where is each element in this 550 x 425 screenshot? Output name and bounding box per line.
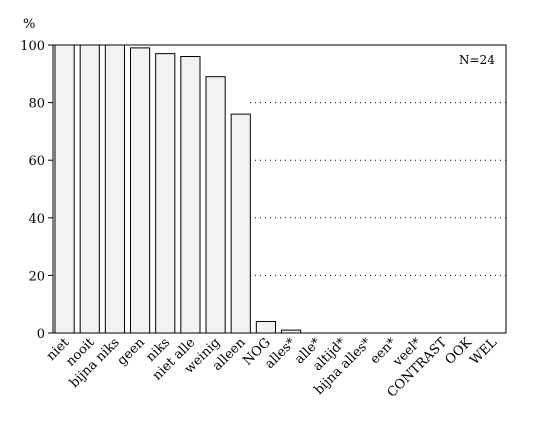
bar-3 bbox=[130, 47, 151, 334]
y-tick-label-100: 100 bbox=[20, 39, 45, 54]
plot-frame bbox=[52, 44, 507, 334]
y-tick-label-0: 0 bbox=[37, 327, 45, 342]
bar-4 bbox=[155, 53, 176, 334]
bar-5 bbox=[180, 56, 201, 334]
y-tick-label-40: 40 bbox=[28, 212, 45, 227]
bar-6 bbox=[205, 76, 226, 334]
bar-7 bbox=[230, 113, 251, 334]
bar-0 bbox=[54, 44, 75, 334]
bar-1 bbox=[79, 44, 100, 334]
y-tick-label-20: 20 bbox=[28, 269, 45, 284]
bar-2 bbox=[104, 44, 126, 334]
sample-size-annotation: N=24 bbox=[459, 53, 495, 67]
y-tick-label-80: 80 bbox=[28, 97, 45, 112]
y-axis-ticks bbox=[48, 44, 53, 334]
category-label-16: OOK bbox=[443, 335, 476, 368]
y-axis-tick-labels: 0 20 40 60 80 100 bbox=[20, 39, 45, 342]
category-label-3: geen bbox=[115, 335, 149, 369]
category-label-17: WEL bbox=[467, 335, 500, 368]
y-tick-label-60: 60 bbox=[28, 154, 45, 169]
bars bbox=[54, 44, 302, 334]
y-unit-label: % bbox=[23, 17, 35, 32]
bar-8 bbox=[255, 320, 277, 334]
gridlines bbox=[250, 102, 506, 276]
